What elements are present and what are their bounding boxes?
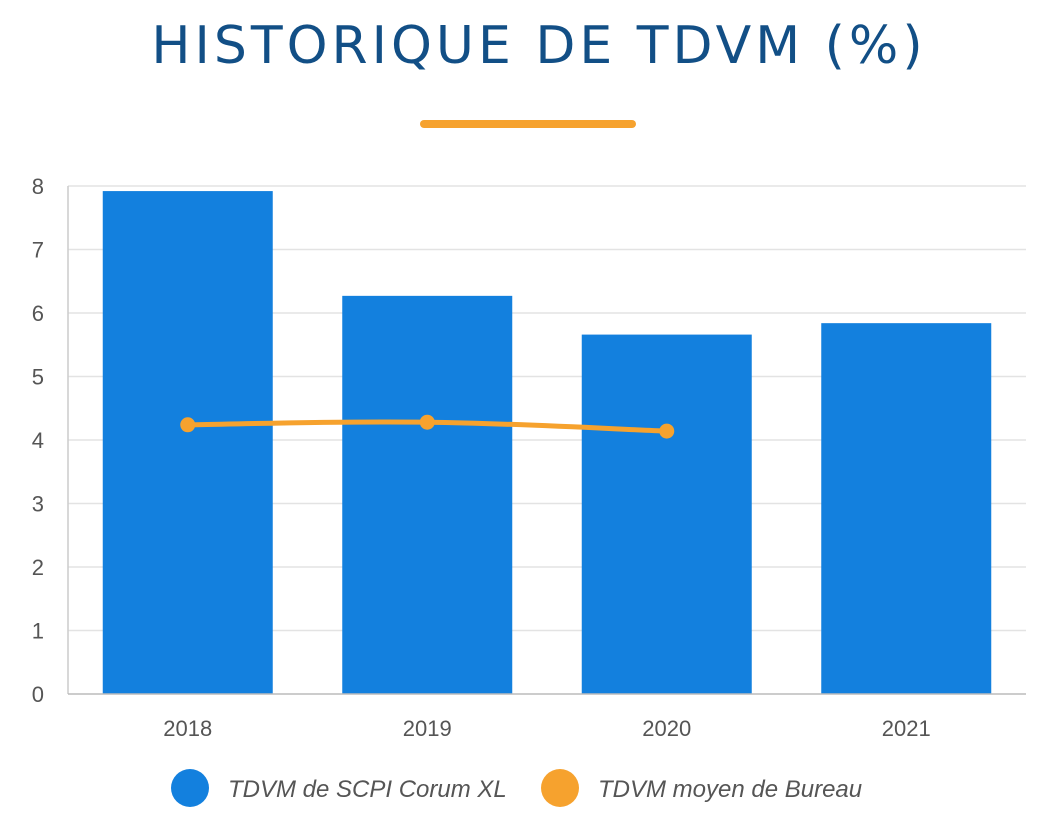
y-tick-label: 0 [32, 682, 44, 707]
bar-2020[interactable] [581, 334, 752, 694]
y-tick-label: 1 [32, 619, 44, 644]
title-underline [420, 120, 636, 128]
legend-label[interactable]: TDVM de SCPI Corum XL [228, 776, 507, 803]
bar-2018[interactable] [102, 191, 273, 694]
line-point-2019[interactable] [419, 414, 435, 430]
y-tick-label: 6 [32, 301, 44, 326]
legend-marker[interactable] [171, 769, 209, 807]
y-tick-label: 4 [32, 428, 44, 453]
x-tick-label: 2021 [882, 716, 931, 741]
y-tick-label: 7 [32, 238, 44, 263]
x-tick-label: 2020 [642, 716, 691, 741]
bar-2019[interactable] [342, 295, 513, 694]
line-point-2018[interactable] [180, 417, 196, 433]
y-tick-label: 3 [32, 492, 44, 517]
line-point-2020[interactable] [659, 423, 675, 439]
x-tick-label: 2018 [163, 716, 212, 741]
y-tick-label: 5 [32, 365, 44, 390]
bar-2021[interactable] [821, 323, 992, 694]
chart-title: HISTORIQUE DE TDVM (%) [151, 16, 927, 76]
x-tick-label: 2019 [403, 716, 452, 741]
y-tick-label: 2 [32, 555, 44, 580]
legend-label[interactable]: TDVM moyen de Bureau [598, 776, 862, 803]
y-tick-label: 8 [32, 174, 44, 199]
legend-marker[interactable] [541, 769, 579, 807]
